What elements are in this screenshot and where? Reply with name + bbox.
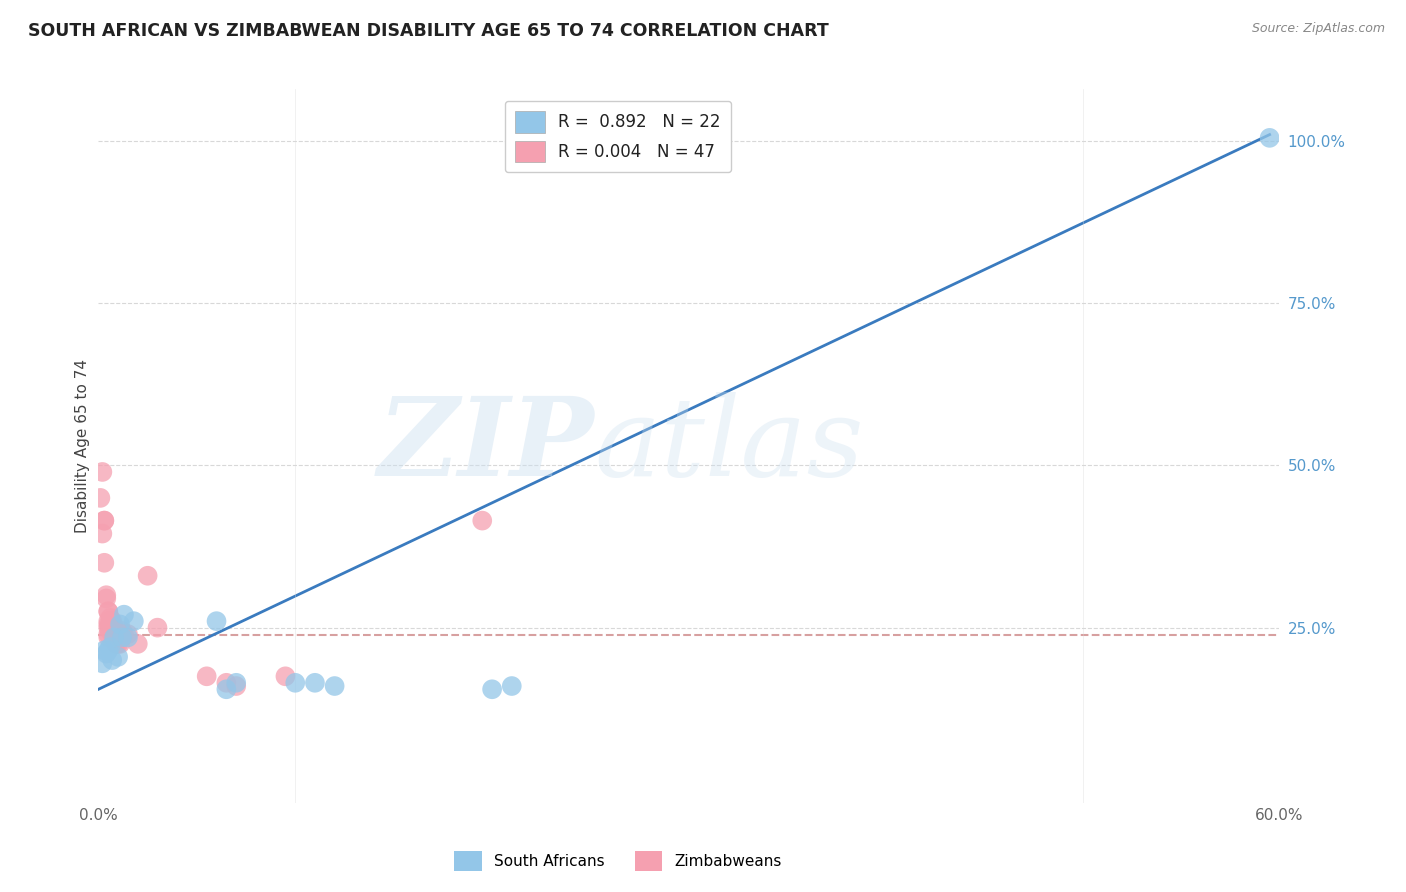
Point: [195, 669, 218, 683]
Point: [103, 627, 125, 641]
Point: [107, 649, 129, 664]
Point: [103, 624, 125, 638]
Point: [105, 631, 128, 645]
Point: [117, 631, 139, 645]
Point: [127, 637, 149, 651]
Y-axis label: Disability Age 65 to 74: Disability Age 65 to 74: [75, 359, 90, 533]
Point: [107, 637, 129, 651]
Point: [89, 491, 111, 505]
Point: [91, 526, 114, 541]
Point: [101, 617, 124, 632]
Point: [96, 647, 118, 661]
Point: [108, 637, 131, 651]
Point: [107, 631, 129, 645]
Point: [91, 657, 114, 671]
Point: [96, 588, 118, 602]
Point: [97, 614, 120, 628]
Point: [323, 679, 346, 693]
Text: SOUTH AFRICAN VS ZIMBABWEAN DISABILITY AGE 65 TO 74 CORRELATION CHART: SOUTH AFRICAN VS ZIMBABWEAN DISABILITY A…: [28, 22, 830, 40]
Point: [215, 675, 238, 690]
Point: [117, 627, 139, 641]
Legend: South Africans, Zimbabweans: South Africans, Zimbabweans: [449, 846, 789, 877]
Point: [112, 627, 135, 641]
Point: [111, 624, 134, 638]
Point: [122, 614, 145, 628]
Point: [97, 621, 120, 635]
Point: [108, 631, 131, 645]
Point: [284, 675, 307, 690]
Point: [215, 682, 238, 697]
Point: [101, 614, 124, 628]
Point: [205, 614, 228, 628]
Point: [471, 514, 494, 528]
Point: [146, 621, 169, 635]
Point: [103, 631, 125, 645]
Point: [97, 604, 120, 618]
Point: [107, 633, 129, 648]
Point: [93, 643, 115, 657]
Point: [111, 631, 134, 645]
Point: [101, 627, 124, 641]
Point: [105, 637, 128, 651]
Point: [98, 624, 121, 638]
Point: [101, 624, 124, 638]
Point: [98, 640, 121, 654]
Point: [501, 679, 523, 693]
Point: [97, 617, 120, 632]
Point: [225, 679, 247, 693]
Point: [97, 643, 120, 657]
Text: atlas: atlas: [595, 392, 865, 500]
Point: [103, 621, 125, 635]
Point: [1258, 131, 1281, 145]
Point: [112, 607, 135, 622]
Point: [98, 617, 121, 632]
Point: [274, 669, 297, 683]
Point: [105, 627, 128, 641]
Point: [93, 556, 115, 570]
Point: [96, 591, 118, 606]
Point: [136, 568, 159, 582]
Point: [91, 465, 114, 479]
Point: [97, 627, 120, 641]
Point: [93, 514, 115, 528]
Point: [108, 617, 131, 632]
Point: [103, 631, 125, 645]
Point: [111, 631, 134, 645]
Point: [97, 631, 120, 645]
Point: [481, 682, 503, 697]
Point: [93, 514, 115, 528]
Point: [98, 621, 121, 635]
Text: ZIP: ZIP: [378, 392, 595, 500]
Point: [98, 611, 121, 625]
Point: [97, 604, 120, 618]
Text: Source: ZipAtlas.com: Source: ZipAtlas.com: [1251, 22, 1385, 36]
Point: [101, 653, 124, 667]
Point: [225, 675, 247, 690]
Point: [304, 675, 326, 690]
